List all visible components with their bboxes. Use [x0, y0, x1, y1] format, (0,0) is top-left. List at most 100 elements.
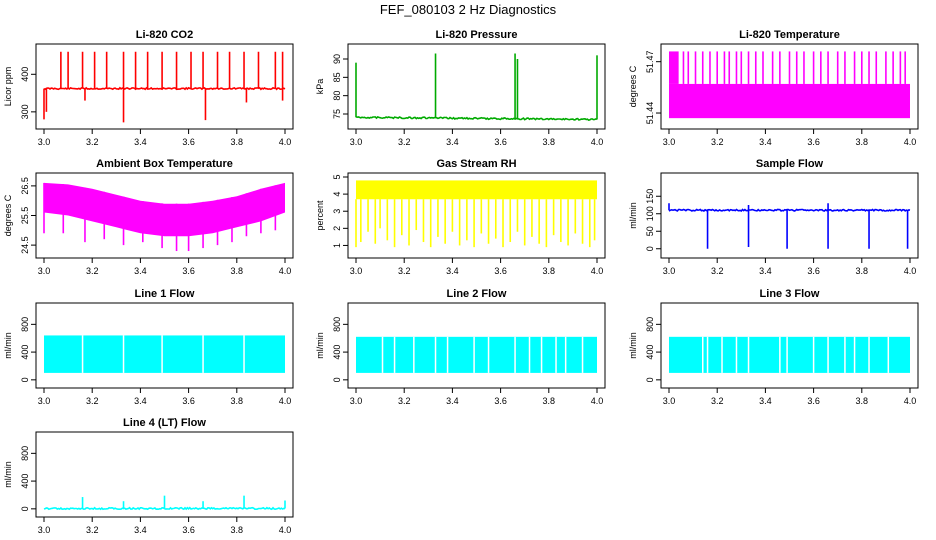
y-tick-label: 0 [645, 377, 655, 382]
y-tick-label: 0 [332, 377, 342, 382]
series-band [356, 180, 597, 200]
x-tick-label: 3.4 [759, 266, 772, 276]
chart-title: Gas Stream RH [436, 158, 516, 170]
x-tick-label: 3.6 [182, 396, 195, 406]
chart-panel: Ambient Box Temperature 3.0 3.2 3.4 3.6 3.8 4.… [3, 158, 294, 276]
x-tick-label: 3.8 [543, 266, 556, 276]
y-axis-label: degrees C [3, 194, 13, 236]
plot-frame [660, 43, 919, 130]
plot-frame [660, 172, 919, 259]
x-tick-label: 3.0 [38, 266, 51, 276]
x-tick-label: 3.4 [759, 396, 772, 406]
x-tick-label: 3.0 [663, 266, 676, 276]
x-tick-label: 3.0 [38, 525, 51, 535]
plot-frame [660, 302, 919, 389]
y-axis-label: ml/min [628, 332, 638, 359]
y-tick-label: 4 [332, 192, 342, 197]
y-axis-label: ml/min [3, 461, 13, 488]
y-tick-label: 2 [332, 226, 342, 231]
y-tick-label: 400 [20, 67, 30, 82]
chart-panel: Line 4 (LT) Flow 3.0 3.2 3.4 3.6 3.8 4.0 0 400 80… [3, 417, 294, 535]
x-tick-label: 3.8 [231, 266, 244, 276]
x-tick-label: 3.8 [856, 266, 869, 276]
x-tick-label: 4.0 [591, 137, 604, 147]
chart-title: Line 3 Flow [760, 288, 820, 300]
x-tick-label: 3.2 [86, 137, 99, 147]
x-tick-label: 3.8 [856, 396, 869, 406]
x-tick-label: 3.0 [350, 266, 363, 276]
chart-title: Line 4 (LT) Flow [123, 417, 206, 429]
y-tick-label: 800 [20, 317, 30, 332]
x-tick-label: 3.2 [711, 137, 724, 147]
series-group [43, 182, 285, 252]
y-tick-label: 75 [332, 109, 342, 119]
series-line [43, 86, 286, 91]
y-tick-label: 1 [332, 243, 342, 248]
x-tick-label: 4.0 [279, 266, 292, 276]
x-tick-label: 3.0 [38, 396, 51, 406]
x-tick-label: 3.8 [856, 137, 869, 147]
y-tick-label: 0 [20, 506, 30, 511]
x-tick-label: 3.6 [807, 137, 820, 147]
series-band [669, 51, 679, 84]
series-group [669, 336, 910, 373]
y-tick-label: 300 [20, 104, 30, 119]
y-tick-label: 50 [645, 226, 655, 236]
series-envelope [44, 182, 285, 237]
x-tick-label: 3.8 [543, 137, 556, 147]
chart-title: Ambient Box Temperature [96, 158, 233, 170]
series-group [44, 335, 285, 373]
plot-frame [35, 43, 294, 130]
chart-title: Li-820 CO2 [136, 29, 193, 41]
x-tick-label: 3.0 [663, 396, 676, 406]
chart-title: Line 1 Flow [135, 288, 195, 300]
chart-title: Li-820 Temperature [739, 29, 840, 41]
y-tick-label: 400 [645, 345, 655, 360]
x-tick-label: 3.6 [182, 266, 195, 276]
series-group [43, 51, 286, 123]
y-tick-label: 400 [20, 345, 30, 360]
series-group [43, 495, 286, 511]
x-tick-label: 4.0 [591, 396, 604, 406]
chart-panel: Line 3 Flow 3.0 3.2 3.4 3.6 3.8 4.0 0 400 800 ml/m… [628, 288, 919, 406]
x-tick-label: 3.6 [494, 266, 507, 276]
y-tick-label: 0 [20, 377, 30, 382]
x-tick-label: 3.8 [231, 137, 244, 147]
y-tick-label: 0 [645, 246, 655, 251]
y-tick-label: 26.5 [20, 177, 30, 195]
y-tick-label: 24.5 [20, 236, 30, 254]
chart-panel: Line 1 Flow 3.0 3.2 3.4 3.6 3.8 4.0 0 400 800 ml/m… [3, 288, 294, 406]
x-tick-label: 3.6 [494, 396, 507, 406]
y-axis-label: ml/min [3, 332, 13, 359]
x-tick-label: 4.0 [279, 137, 292, 147]
y-tick-label: 51.47 [645, 50, 655, 73]
y-tick-label: 400 [332, 345, 342, 360]
x-tick-label: 3.2 [398, 137, 411, 147]
x-tick-label: 4.0 [591, 266, 604, 276]
x-tick-label: 3.2 [86, 525, 99, 535]
x-tick-label: 3.0 [350, 137, 363, 147]
series-group [355, 180, 597, 248]
x-tick-label: 3.4 [134, 525, 147, 535]
x-tick-label: 3.4 [134, 266, 147, 276]
x-tick-label: 3.0 [350, 396, 363, 406]
y-tick-label: 25.5 [20, 207, 30, 225]
plot-frame [35, 302, 294, 389]
series-band [669, 336, 910, 373]
plot-frame [35, 431, 294, 518]
x-tick-label: 3.4 [134, 137, 147, 147]
y-axis-label: ml/min [315, 332, 325, 359]
y-tick-label: 100 [645, 206, 655, 221]
y-tick-label: 800 [20, 446, 30, 461]
chart-title: Li-820 Pressure [436, 29, 518, 41]
series-group [356, 336, 597, 373]
y-tick-label: 85 [332, 72, 342, 82]
chart-panel: Sample Flow 3.0 3.2 3.4 3.6 3.8 4.0 0 50 100 150 ml… [628, 158, 919, 276]
x-tick-label: 3.2 [711, 396, 724, 406]
series-band [356, 336, 597, 373]
series-line [355, 115, 598, 121]
x-tick-label: 3.4 [446, 266, 459, 276]
chart-panel: Li-820 Pressure 3.0 3.2 3.4 3.6 3.8 4.0 75 80 85 9… [315, 29, 606, 147]
x-tick-label: 3.2 [86, 266, 99, 276]
y-tick-label: 800 [645, 317, 655, 332]
